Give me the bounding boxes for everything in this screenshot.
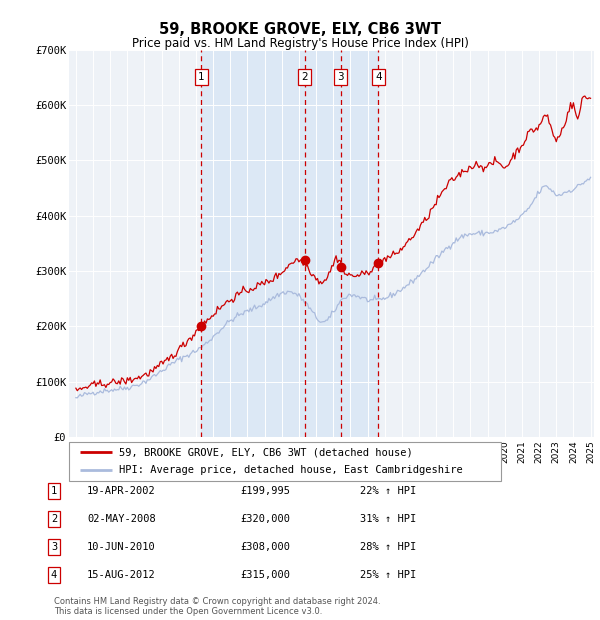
Text: HPI: Average price, detached house, East Cambridgeshire: HPI: Average price, detached house, East…	[119, 465, 463, 475]
Text: Price paid vs. HM Land Registry's House Price Index (HPI): Price paid vs. HM Land Registry's House …	[131, 37, 469, 50]
Text: £320,000: £320,000	[240, 514, 290, 524]
Text: £315,000: £315,000	[240, 570, 290, 580]
Text: 25% ↑ HPI: 25% ↑ HPI	[360, 570, 416, 580]
Text: 4: 4	[375, 73, 382, 82]
Text: £199,995: £199,995	[240, 486, 290, 496]
Text: Contains HM Land Registry data © Crown copyright and database right 2024.: Contains HM Land Registry data © Crown c…	[54, 597, 380, 606]
Text: This data is licensed under the Open Government Licence v3.0.: This data is licensed under the Open Gov…	[54, 608, 322, 616]
Text: 4: 4	[51, 570, 57, 580]
Text: 10-JUN-2010: 10-JUN-2010	[87, 542, 156, 552]
Text: 31% ↑ HPI: 31% ↑ HPI	[360, 514, 416, 524]
Text: 15-AUG-2012: 15-AUG-2012	[87, 570, 156, 580]
Text: 19-APR-2002: 19-APR-2002	[87, 486, 156, 496]
Text: 22% ↑ HPI: 22% ↑ HPI	[360, 486, 416, 496]
Text: 2: 2	[301, 73, 308, 82]
Text: 02-MAY-2008: 02-MAY-2008	[87, 514, 156, 524]
Text: 59, BROOKE GROVE, ELY, CB6 3WT: 59, BROOKE GROVE, ELY, CB6 3WT	[159, 22, 441, 37]
Text: 59, BROOKE GROVE, ELY, CB6 3WT (detached house): 59, BROOKE GROVE, ELY, CB6 3WT (detached…	[119, 448, 412, 458]
Text: 1: 1	[198, 73, 205, 82]
Text: 1: 1	[51, 486, 57, 496]
Text: 28% ↑ HPI: 28% ↑ HPI	[360, 542, 416, 552]
Text: 3: 3	[338, 73, 344, 82]
Text: £308,000: £308,000	[240, 542, 290, 552]
Bar	[201, 50, 378, 437]
Text: 2: 2	[51, 514, 57, 524]
FancyBboxPatch shape	[69, 442, 501, 481]
Text: 3: 3	[51, 542, 57, 552]
